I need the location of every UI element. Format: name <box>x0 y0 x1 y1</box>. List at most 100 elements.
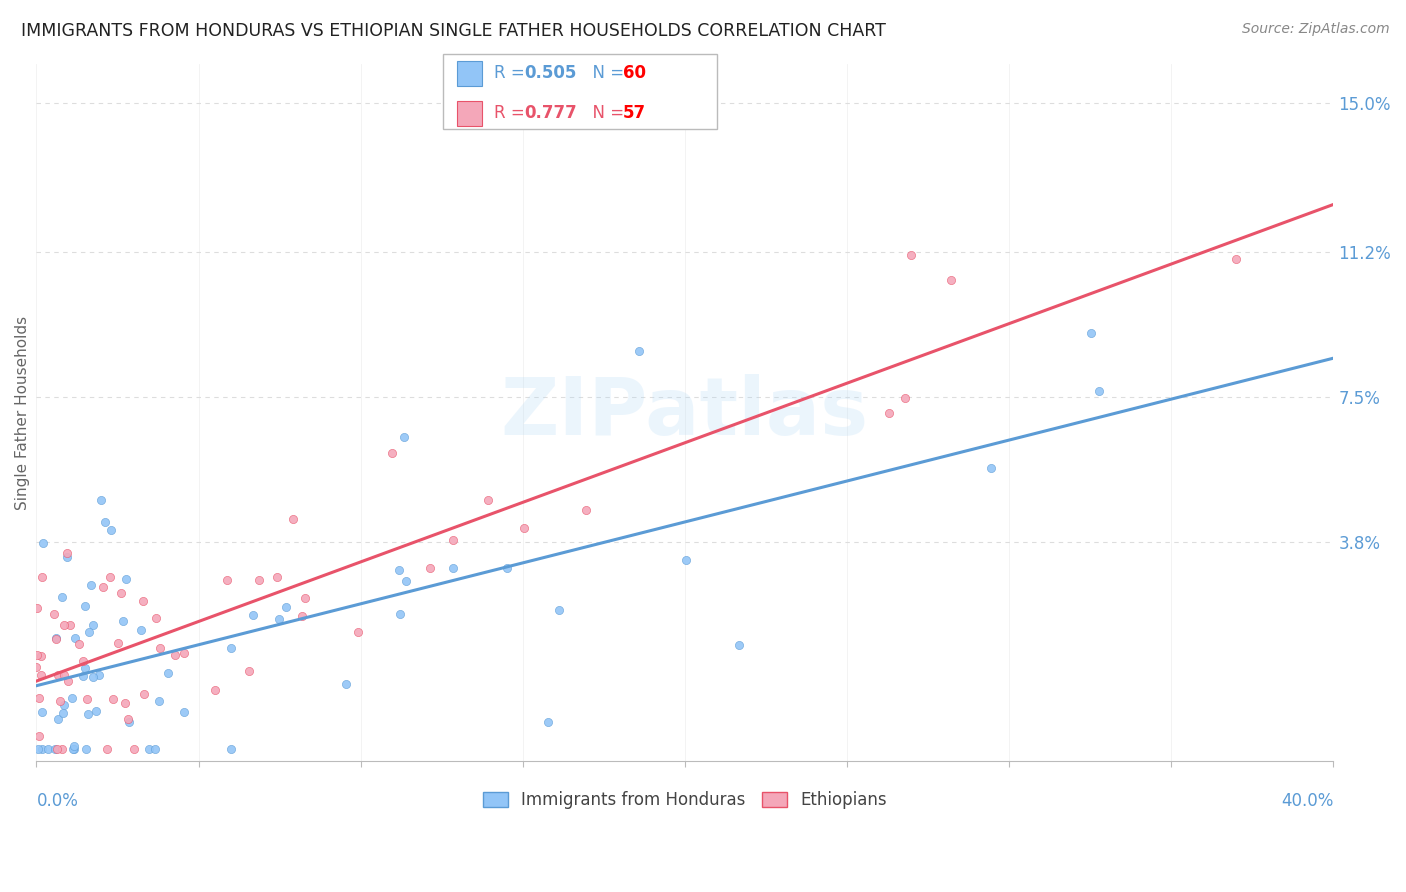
Point <box>513 520 536 534</box>
Point <box>347 624 370 639</box>
Point <box>28 729 51 743</box>
Point <box>894 392 917 406</box>
Point <box>727 638 749 652</box>
Point <box>100 524 122 538</box>
Point <box>290 609 312 624</box>
Point <box>80 578 103 592</box>
Point <box>575 503 598 517</box>
Point <box>124 742 146 756</box>
Point <box>56 550 79 565</box>
Point <box>143 742 166 756</box>
Text: R =: R = <box>494 104 530 122</box>
Point <box>419 560 441 574</box>
Point <box>46 668 69 682</box>
Y-axis label: Single Father Households: Single Father Households <box>15 316 30 509</box>
Point <box>52 698 75 712</box>
Text: R =: R = <box>494 64 530 82</box>
Point <box>90 493 112 508</box>
Text: 40.0%: 40.0% <box>1281 791 1333 810</box>
Point <box>107 635 129 649</box>
Point <box>165 648 187 662</box>
Point <box>63 742 86 756</box>
Point <box>548 602 571 616</box>
Point <box>247 573 270 587</box>
Point <box>441 561 464 575</box>
Point <box>204 682 226 697</box>
Text: 60: 60 <box>623 64 645 82</box>
Point <box>138 742 160 756</box>
Point <box>132 687 155 701</box>
Point <box>1225 252 1247 267</box>
Point <box>52 706 75 720</box>
Point <box>87 668 110 682</box>
Point <box>281 511 304 525</box>
Point <box>82 670 104 684</box>
Point <box>51 590 73 604</box>
Point <box>381 446 404 460</box>
Point <box>53 667 76 681</box>
Point <box>242 607 264 622</box>
Point <box>395 574 418 588</box>
Text: 57: 57 <box>623 104 645 122</box>
Text: 0.777: 0.777 <box>524 104 578 122</box>
Point <box>129 624 152 638</box>
Point <box>114 696 136 710</box>
Point <box>37 742 59 756</box>
Point <box>441 533 464 547</box>
Point <box>101 692 124 706</box>
Point <box>27 742 49 756</box>
Point <box>82 618 104 632</box>
Point <box>294 591 316 605</box>
Point <box>98 570 121 584</box>
Point <box>117 712 139 726</box>
Point <box>76 707 98 722</box>
Text: N =: N = <box>582 64 630 82</box>
Point <box>45 631 67 645</box>
Point <box>238 665 260 679</box>
Point <box>173 647 195 661</box>
Point <box>75 599 97 614</box>
Point <box>980 461 1002 475</box>
Point <box>675 553 697 567</box>
Point <box>877 406 900 420</box>
Point <box>25 648 48 662</box>
Point <box>52 617 75 632</box>
Point <box>72 669 94 683</box>
Point <box>115 572 138 586</box>
Point <box>117 715 139 730</box>
Point <box>157 666 180 681</box>
Point <box>30 648 52 663</box>
Point <box>31 536 53 550</box>
Point <box>389 607 412 621</box>
Point <box>276 600 298 615</box>
Point <box>30 668 52 682</box>
Point <box>217 573 239 587</box>
Point <box>132 594 155 608</box>
Point <box>56 673 79 688</box>
Point <box>1080 326 1102 340</box>
Point <box>219 640 242 655</box>
Point <box>76 691 98 706</box>
Point <box>46 712 69 726</box>
Point <box>628 344 651 359</box>
Point <box>477 493 499 508</box>
Point <box>96 742 118 756</box>
Text: N =: N = <box>582 104 630 122</box>
Point <box>59 618 82 632</box>
Point <box>45 742 67 756</box>
Text: ZIPatlas: ZIPatlas <box>501 374 869 451</box>
Point <box>388 563 411 577</box>
Text: 0.0%: 0.0% <box>37 791 79 810</box>
Point <box>112 614 135 628</box>
Point <box>62 742 84 756</box>
Point <box>75 742 97 756</box>
Point <box>266 570 288 584</box>
Point <box>69 637 91 651</box>
Point <box>496 561 519 575</box>
Point <box>25 601 48 615</box>
Point <box>60 690 83 705</box>
Point <box>28 691 51 706</box>
Point <box>75 661 97 675</box>
Point <box>269 611 291 625</box>
Point <box>31 570 53 584</box>
